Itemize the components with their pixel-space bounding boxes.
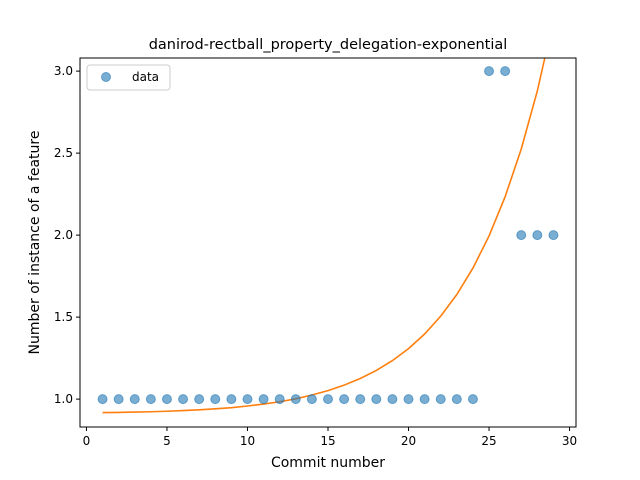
data-point xyxy=(162,395,171,404)
data-point xyxy=(275,395,284,404)
data-point xyxy=(404,395,413,404)
data-point xyxy=(372,395,381,404)
data-point xyxy=(98,395,107,404)
y-tick-label: 3.0 xyxy=(54,64,73,78)
y-axis-label: Number of instance of a feature xyxy=(27,131,43,355)
x-tick-label: 0 xyxy=(83,434,91,448)
data-point xyxy=(259,395,268,404)
data-point xyxy=(549,231,558,240)
data-point xyxy=(501,67,510,76)
data-point xyxy=(485,67,494,76)
data-point xyxy=(324,395,333,404)
y-tick-label: 2.0 xyxy=(54,228,73,242)
data-point xyxy=(291,395,300,404)
x-tick-label: 10 xyxy=(240,434,255,448)
data-point xyxy=(114,395,123,404)
x-tick-label: 30 xyxy=(562,434,577,448)
legend-label-data: data xyxy=(132,70,159,84)
data-point xyxy=(420,395,429,404)
data-point xyxy=(436,395,445,404)
data-point xyxy=(468,395,477,404)
data-point xyxy=(146,395,155,404)
data-point xyxy=(211,395,220,404)
data-point xyxy=(452,395,461,404)
data-point xyxy=(533,231,542,240)
data-point xyxy=(195,395,204,404)
data-point xyxy=(179,395,188,404)
y-tick-label: 2.5 xyxy=(54,146,73,160)
legend: data xyxy=(87,65,170,90)
x-axis-label: Commit number xyxy=(271,455,385,471)
x-tick-label: 25 xyxy=(481,434,496,448)
legend-marker-data xyxy=(102,73,111,82)
data-point xyxy=(243,395,252,404)
y-tick-label: 1.0 xyxy=(54,392,73,406)
x-tick-label: 20 xyxy=(401,434,416,448)
data-point xyxy=(130,395,139,404)
x-tick-label: 15 xyxy=(320,434,335,448)
x-tick-label: 5 xyxy=(163,434,171,448)
data-point xyxy=(517,231,526,240)
data-point xyxy=(307,395,316,404)
data-point xyxy=(227,395,236,404)
chart-title: danirod-rectball_property_delegation-exp… xyxy=(149,37,508,53)
y-tick-label: 1.5 xyxy=(54,310,73,324)
data-point xyxy=(340,395,349,404)
data-point xyxy=(356,395,365,404)
data-point xyxy=(388,395,397,404)
